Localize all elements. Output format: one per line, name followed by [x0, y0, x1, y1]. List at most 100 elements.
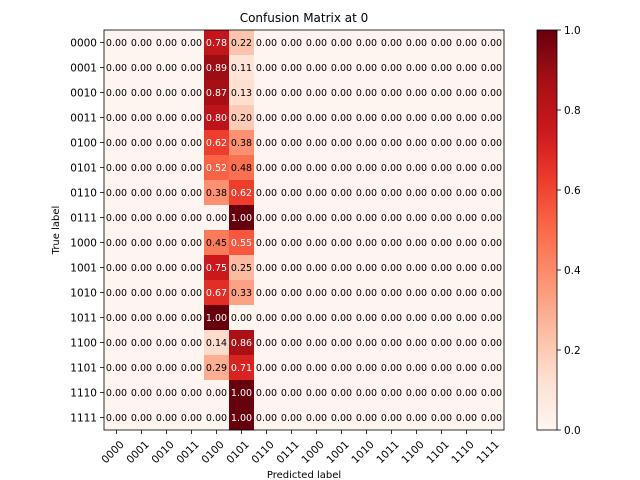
heatmap-cell — [354, 155, 380, 181]
heatmap-cell — [429, 80, 455, 106]
heatmap-cell — [329, 405, 355, 431]
heatmap-cell — [304, 155, 330, 181]
y-tick-label: 1000 — [70, 238, 97, 250]
heatmap-cell — [379, 305, 405, 331]
cell-value-label: 0.00 — [181, 63, 202, 74]
cell-value-label: 0.00 — [456, 413, 477, 424]
heatmap-cell — [354, 380, 380, 406]
cell-value-label: 0.00 — [331, 263, 352, 274]
cell-value-label: 0.00 — [481, 338, 502, 349]
cell-value-label: 0.00 — [131, 63, 152, 74]
cell-value-label: 0.00 — [456, 363, 477, 374]
x-tick-label: 1011 — [374, 439, 401, 466]
heatmap-cell — [129, 155, 155, 181]
cell-value-label: 0.00 — [156, 113, 177, 124]
cell-value-label: 0.00 — [381, 413, 402, 424]
heatmap-cell — [179, 130, 205, 156]
cell-value-label: 0.00 — [131, 313, 152, 324]
heatmap-cell — [404, 205, 430, 231]
cell-value-label: 0.00 — [406, 188, 427, 199]
heatmap-cell — [329, 130, 355, 156]
cell-value-label: 0.00 — [181, 113, 202, 124]
heatmap-cell — [379, 255, 405, 281]
cell-value-label: 0.00 — [106, 113, 127, 124]
cell-value-label: 0.00 — [106, 88, 127, 99]
heatmap-cell — [454, 405, 480, 431]
colorbar-tick-label: 0.4 — [564, 265, 581, 277]
heatmap-cell — [304, 205, 330, 231]
heatmap-cell — [429, 55, 455, 81]
y-tick-label: 1001 — [70, 263, 97, 275]
heatmap-cell — [204, 230, 230, 256]
heatmap-cell — [254, 130, 280, 156]
heatmap-cell — [454, 255, 480, 281]
heatmap-cell — [154, 255, 180, 281]
heatmap-cell — [429, 230, 455, 256]
y-tick-label: 0110 — [70, 188, 97, 200]
heatmap-cell — [129, 330, 155, 356]
heatmap-cell — [279, 330, 305, 356]
x-tick-label: 1110 — [449, 439, 476, 466]
heatmap-cell — [404, 105, 430, 131]
cell-value-label: 0.00 — [431, 138, 452, 149]
x-tick-label: 0011 — [174, 439, 201, 466]
heatmap-cell — [479, 230, 505, 256]
heatmap-cell — [354, 305, 380, 331]
cell-value-label: 0.00 — [331, 38, 352, 49]
cell-value-label: 0.00 — [356, 163, 377, 174]
heatmap-cell — [279, 255, 305, 281]
y-tick-label: 1011 — [70, 313, 97, 325]
heatmap-cell — [304, 30, 330, 56]
cell-value-label: 0.00 — [256, 238, 277, 249]
heatmap-cell — [354, 405, 380, 431]
heatmap-cell — [454, 230, 480, 256]
cell-value-label: 0.00 — [356, 213, 377, 224]
heatmap-cell — [454, 30, 480, 56]
cell-value-label: 0.00 — [131, 213, 152, 224]
cell-value-label: 0.00 — [381, 238, 402, 249]
heatmap-cell — [104, 230, 130, 256]
cell-value-label: 0.00 — [431, 163, 452, 174]
cell-value-label: 0.00 — [406, 338, 427, 349]
heatmap-cell — [379, 155, 405, 181]
cell-value-label: 0.62 — [206, 138, 227, 149]
cell-value-label: 0.00 — [356, 63, 377, 74]
heatmap-cell — [129, 105, 155, 131]
y-tick-label: 0011 — [70, 113, 97, 125]
heatmap-cell — [204, 330, 230, 356]
heatmap-cell — [179, 80, 205, 106]
heatmap-cell — [129, 180, 155, 206]
heatmap-cell — [479, 355, 505, 381]
cell-value-label: 0.00 — [406, 63, 427, 74]
cell-value-label: 0.00 — [381, 38, 402, 49]
heatmap-cell — [104, 130, 130, 156]
cell-value-label: 0.00 — [431, 238, 452, 249]
y-tick-label: 1111 — [70, 413, 97, 425]
cell-value-label: 0.00 — [306, 338, 327, 349]
heatmap-cell — [404, 80, 430, 106]
cell-value-label: 0.00 — [206, 413, 227, 424]
heatmap-cell — [404, 55, 430, 81]
heatmap-cell — [429, 330, 455, 356]
heatmap-cell — [154, 330, 180, 356]
cell-value-label: 0.38 — [231, 138, 252, 149]
heatmap-cell — [254, 280, 280, 306]
heatmap-cell — [429, 305, 455, 331]
cell-value-label: 0.00 — [281, 38, 302, 49]
heatmap-cell — [379, 230, 405, 256]
heatmap-cell — [204, 405, 230, 431]
heatmap-cell — [279, 105, 305, 131]
heatmap-cell — [204, 255, 230, 281]
cell-value-label: 0.20 — [231, 113, 252, 124]
heatmap-cell — [379, 105, 405, 131]
cell-value-label: 0.00 — [481, 163, 502, 174]
y-tick-label: 0101 — [70, 163, 97, 175]
heatmap-cell — [454, 155, 480, 181]
heatmap-cell — [229, 55, 255, 81]
cell-value-label: 0.00 — [456, 88, 477, 99]
cell-value-label: 0.00 — [131, 238, 152, 249]
cell-value-label: 0.00 — [106, 288, 127, 299]
cell-value-label: 0.00 — [131, 263, 152, 274]
heatmap-cell — [179, 180, 205, 206]
cell-value-label: 0.00 — [256, 388, 277, 399]
